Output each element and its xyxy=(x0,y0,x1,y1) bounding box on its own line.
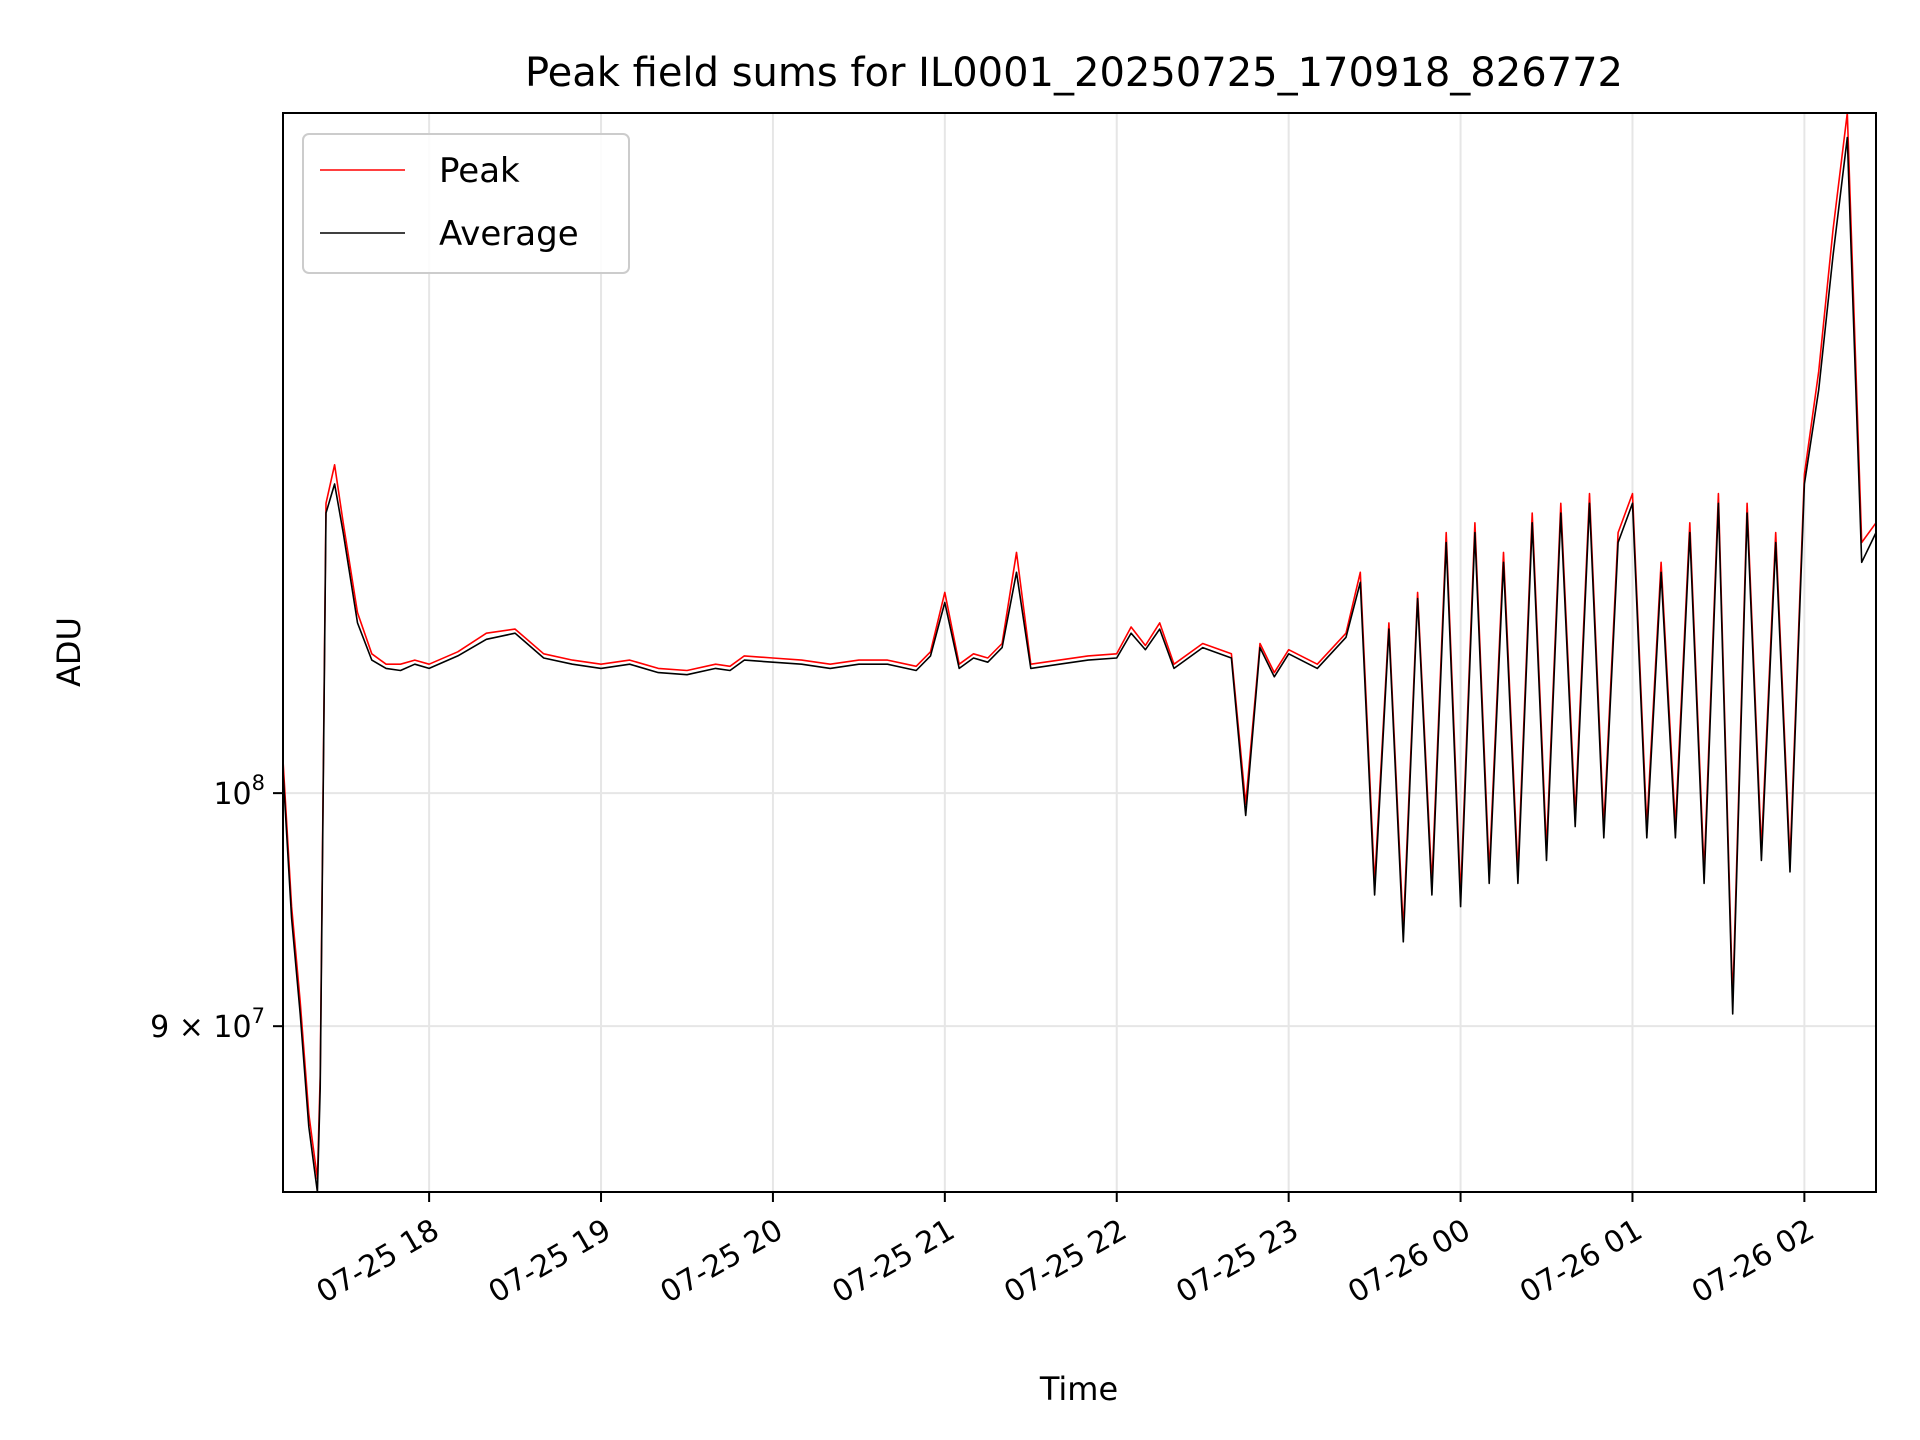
legend: Peak Average xyxy=(302,133,630,274)
y-tick-label: 108 xyxy=(213,771,265,812)
grid xyxy=(283,113,1876,1192)
y-tick-label: 9 × 107 xyxy=(150,1004,265,1045)
y-axis: 108 9 × 107 xyxy=(150,771,283,1045)
chart-title: Peak field sums for IL0001_20250725_1709… xyxy=(525,50,1623,96)
y-axis-label: ADU xyxy=(50,617,88,687)
series-line-average xyxy=(282,136,1877,1193)
legend-label: Peak xyxy=(439,151,520,191)
plot-frame xyxy=(282,112,1877,1193)
legend-label: Average xyxy=(439,214,579,254)
x-axis-label: Time xyxy=(1039,1370,1118,1408)
series-layer xyxy=(282,112,1877,1193)
legend-box xyxy=(302,133,630,274)
